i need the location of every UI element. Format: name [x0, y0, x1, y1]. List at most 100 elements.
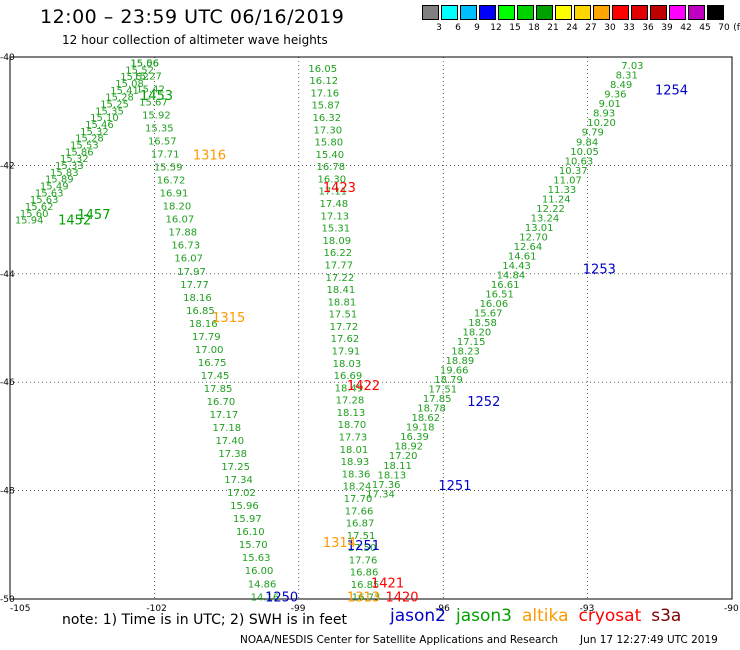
- pass-label: 1423: [323, 181, 356, 196]
- swh-value: 19.66: [440, 366, 469, 377]
- swh-value: 18.01: [340, 445, 369, 456]
- pass-label: 1254: [655, 84, 688, 99]
- swh-value: 12.64: [514, 242, 543, 253]
- swh-value: 18.23: [451, 347, 480, 358]
- swh-value: 16.22: [324, 248, 353, 259]
- swh-value: 16.51: [485, 289, 514, 300]
- swh-value: 16.73: [171, 241, 200, 252]
- swh-value: 15.35: [145, 124, 174, 135]
- swh-value: 17.45: [201, 371, 230, 382]
- swh-value: 8.31: [616, 71, 638, 82]
- swh-value: 17.77: [180, 280, 209, 291]
- swh-value: 18.58: [468, 318, 497, 329]
- swh-value: 15.63: [242, 553, 271, 564]
- swh-value: 15.46: [85, 120, 114, 131]
- color-scale-label: 3: [436, 23, 442, 33]
- swh-value: 18.11: [383, 461, 412, 472]
- swh-value: 15.67: [139, 97, 168, 108]
- swh-value: 15.27: [133, 71, 162, 82]
- color-swatch: [612, 5, 629, 20]
- swh-value: 18.78: [417, 404, 446, 415]
- swh-value: 17.22: [326, 273, 355, 284]
- swh-value: 17.62: [331, 334, 360, 345]
- swh-value: 17.77: [325, 260, 354, 271]
- swh-value: 15.32: [60, 154, 89, 165]
- color-swatch: [536, 5, 553, 20]
- swh-value: 8.49: [610, 80, 632, 91]
- color-swatch: [650, 5, 667, 20]
- color-scale-label: 45: [699, 23, 711, 33]
- swh-value: 9.79: [582, 128, 604, 139]
- pass-label: 1452: [58, 214, 91, 229]
- swh-value: 15.41: [110, 86, 139, 97]
- swh-value: 17.38: [218, 449, 247, 460]
- swh-value: 18.81: [328, 297, 357, 308]
- swh-value: 15.87: [311, 101, 340, 112]
- color-swatch: [631, 5, 648, 20]
- swh-value: 15.10: [90, 113, 119, 124]
- color-scale-unit: (ft): [733, 23, 740, 33]
- swh-value: 16.85: [351, 580, 380, 591]
- color-scale-label: 18: [528, 23, 540, 33]
- swh-value: 16.57: [148, 137, 177, 148]
- swh-value: 13.01: [525, 223, 554, 234]
- swh-value: 17.20: [389, 451, 418, 462]
- color-swatch: [593, 5, 610, 20]
- swh-value: 16.85: [186, 306, 215, 317]
- swh-value: 15.49: [40, 181, 69, 192]
- swh-value: 18.93: [341, 457, 370, 468]
- swh-value: 15.97: [233, 514, 262, 525]
- swh-value: 17.02: [227, 488, 256, 499]
- pass-label: 1252: [467, 395, 500, 410]
- page-title: 12:00 – 23:59 UTC 06/16/2019: [40, 6, 345, 28]
- swh-value: 9.01: [599, 99, 621, 110]
- swh-value: 17.16: [310, 88, 339, 99]
- swh-value: 15.83: [50, 168, 79, 179]
- swh-value: 10.20: [587, 118, 616, 129]
- color-swatch: [422, 5, 439, 20]
- swh-value: 11.33: [548, 185, 577, 196]
- swh-value: 16.72: [157, 176, 186, 187]
- color-swatch: [574, 5, 591, 20]
- swh-value: 17.34: [366, 489, 395, 500]
- swh-value: 18.03: [333, 359, 362, 370]
- color-swatch: [460, 5, 477, 20]
- swh-value: 15.60: [20, 209, 49, 220]
- swh-value: 17.36: [372, 480, 401, 491]
- swh-value: 16.12: [309, 76, 338, 87]
- color-scale-label: 27: [585, 23, 597, 33]
- swh-value: 15.52: [120, 72, 149, 83]
- pass-label: 1421: [371, 577, 404, 592]
- pass-label: 1253: [583, 262, 616, 277]
- lon-tick-label: -105: [10, 604, 30, 614]
- swh-value: 9.84: [576, 137, 598, 148]
- swh-value: 11.07: [553, 175, 582, 186]
- swh-value: 11.24: [542, 194, 571, 205]
- color-swatch: [441, 5, 458, 20]
- pass-label: 1251: [347, 539, 380, 554]
- swh-value: 16.10: [236, 527, 265, 538]
- lat-tick-label: -50: [0, 595, 15, 605]
- swh-value: 15.40: [315, 150, 344, 161]
- swh-value: 17.88: [168, 228, 197, 239]
- pass-label: 1314: [323, 536, 356, 551]
- swh-value: 17.97: [177, 267, 206, 278]
- lat-tick-label: -46: [0, 378, 15, 388]
- swh-value: 15.28: [105, 93, 134, 104]
- swh-value: 15.31: [322, 224, 351, 235]
- swh-value: 18.36: [342, 469, 371, 480]
- swh-value: 17.72: [330, 322, 359, 333]
- swh-value: 15.67: [474, 309, 503, 320]
- color-swatch: [479, 5, 496, 20]
- color-swatch: [688, 5, 705, 20]
- footnote: note: 1) Time is in UTC; 2) SWH is in fe…: [62, 612, 348, 628]
- swh-value: 16.39: [400, 432, 429, 443]
- swh-value: 15.35: [95, 106, 124, 117]
- swh-value: 16.07: [174, 254, 203, 265]
- swh-value: 15.70: [239, 540, 268, 551]
- swh-value: 14.43: [502, 261, 531, 272]
- map-frame: [9, 56, 733, 600]
- swh-value: 14.16: [251, 592, 280, 603]
- legend-s3a: s3a: [651, 606, 682, 626]
- swh-value: 15.80: [314, 138, 343, 149]
